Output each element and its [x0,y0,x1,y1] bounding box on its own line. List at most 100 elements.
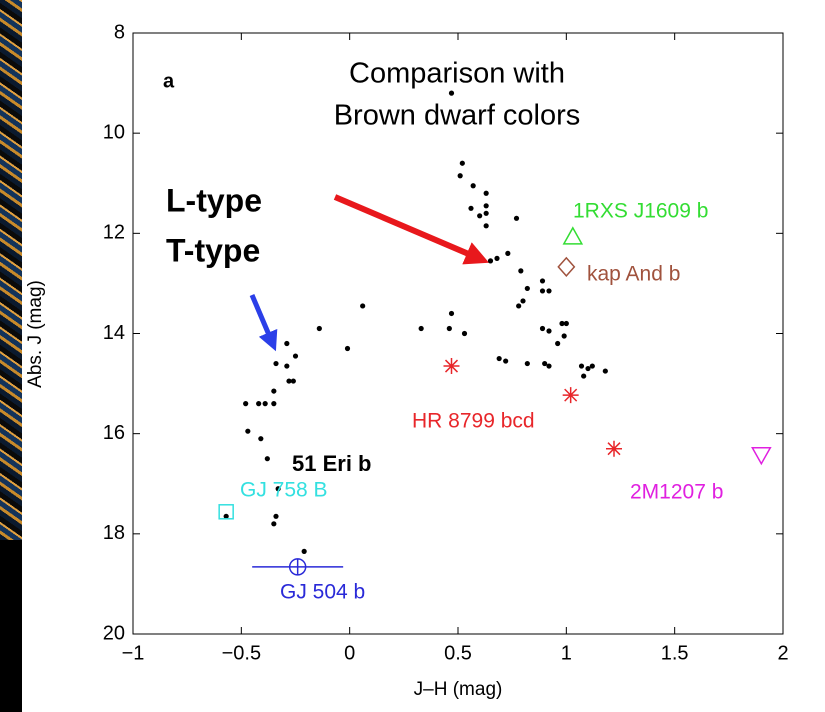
data-point [290,378,296,384]
data-point [483,190,489,196]
data-point [258,436,264,442]
y-tick-label: 18 [103,522,125,544]
data-point [459,160,465,166]
data-point [513,215,520,221]
data-point [555,340,561,347]
data-point [539,278,546,284]
arrow [249,294,278,352]
image-strip [0,0,22,540]
annotation: T-type [166,232,260,268]
panel-label: a [163,70,175,92]
data-point [494,255,500,261]
data-point [487,258,494,264]
data-point [470,183,476,189]
arrow [333,194,490,265]
data-point [539,288,546,294]
data-point [483,210,489,216]
chart-title: Brown dwarf colors [334,100,581,132]
annotation: 51 Eri b [292,451,371,476]
marker [218,504,234,520]
x-tick-label: −0.5 [222,642,261,664]
data-point [589,363,595,369]
data-point [284,340,290,347]
data-point [496,355,502,362]
data-point [542,360,548,367]
data-point [468,205,474,211]
data-point [243,401,249,407]
data-point [516,303,522,309]
data-point [559,320,565,327]
data-point [448,90,455,96]
data-point [301,548,307,554]
data-point [539,325,546,332]
y-tick-label: 16 [103,422,125,444]
data-point [245,428,251,434]
data-point [578,363,585,369]
data-point [518,268,524,274]
data-point [271,521,277,527]
object-label: 1RXS J1609 b [573,200,708,223]
data-point [256,401,262,407]
data-point [561,333,567,339]
data-point [602,368,608,374]
object-label: HR 8799 bcd [412,410,535,433]
data-point [457,173,463,179]
data-point [563,320,569,327]
data-point [275,486,281,492]
data-point [418,325,424,332]
data-point [477,213,483,219]
chart-title: Comparison with [349,58,565,90]
x-tick-label: 1.5 [661,642,689,664]
object-label: GJ 758 B [240,479,328,502]
object-label: kap And b [587,263,680,286]
data-point [344,345,351,352]
marker [606,440,622,457]
data-point [461,330,468,337]
marker [557,256,576,278]
annotation: L-type [166,182,262,218]
y-tick-label: 8 [114,21,125,43]
object-label: 2M1207 b [630,481,723,504]
data-point [360,303,366,309]
object-label: GJ 504 b [280,581,365,604]
data-point [503,358,509,364]
data-point [585,365,591,372]
data-point [316,325,322,332]
y-tick-label: 12 [103,222,125,244]
data-point [286,378,292,384]
marker [751,446,772,466]
data-point [271,388,277,394]
x-tick-label: −1 [122,642,145,664]
data-point [520,298,526,304]
data-point [264,456,270,462]
y-tick-label: 14 [103,322,125,344]
data-point [483,203,489,209]
data-point [223,513,229,519]
data-point [292,353,299,359]
data-point [262,401,268,407]
x-tick-label: 1 [561,642,572,664]
data-point [524,360,530,367]
data-point [483,223,489,229]
marker [562,226,584,245]
y-tick-label: 10 [103,121,125,143]
data-point [524,285,530,292]
marker [443,358,460,375]
data-point [546,328,552,334]
data-point [446,325,452,332]
data-point [284,363,290,369]
x-tick-label: 0.5 [444,642,472,664]
x-tick-label: 2 [777,642,788,664]
x-tick-label: 0 [344,642,355,664]
data-point [546,363,552,369]
data-point [273,360,279,367]
data-point [546,288,552,294]
marker [288,558,307,576]
data-point [271,401,277,407]
marker [562,387,579,404]
data-point [505,250,511,256]
data-point [273,513,279,519]
